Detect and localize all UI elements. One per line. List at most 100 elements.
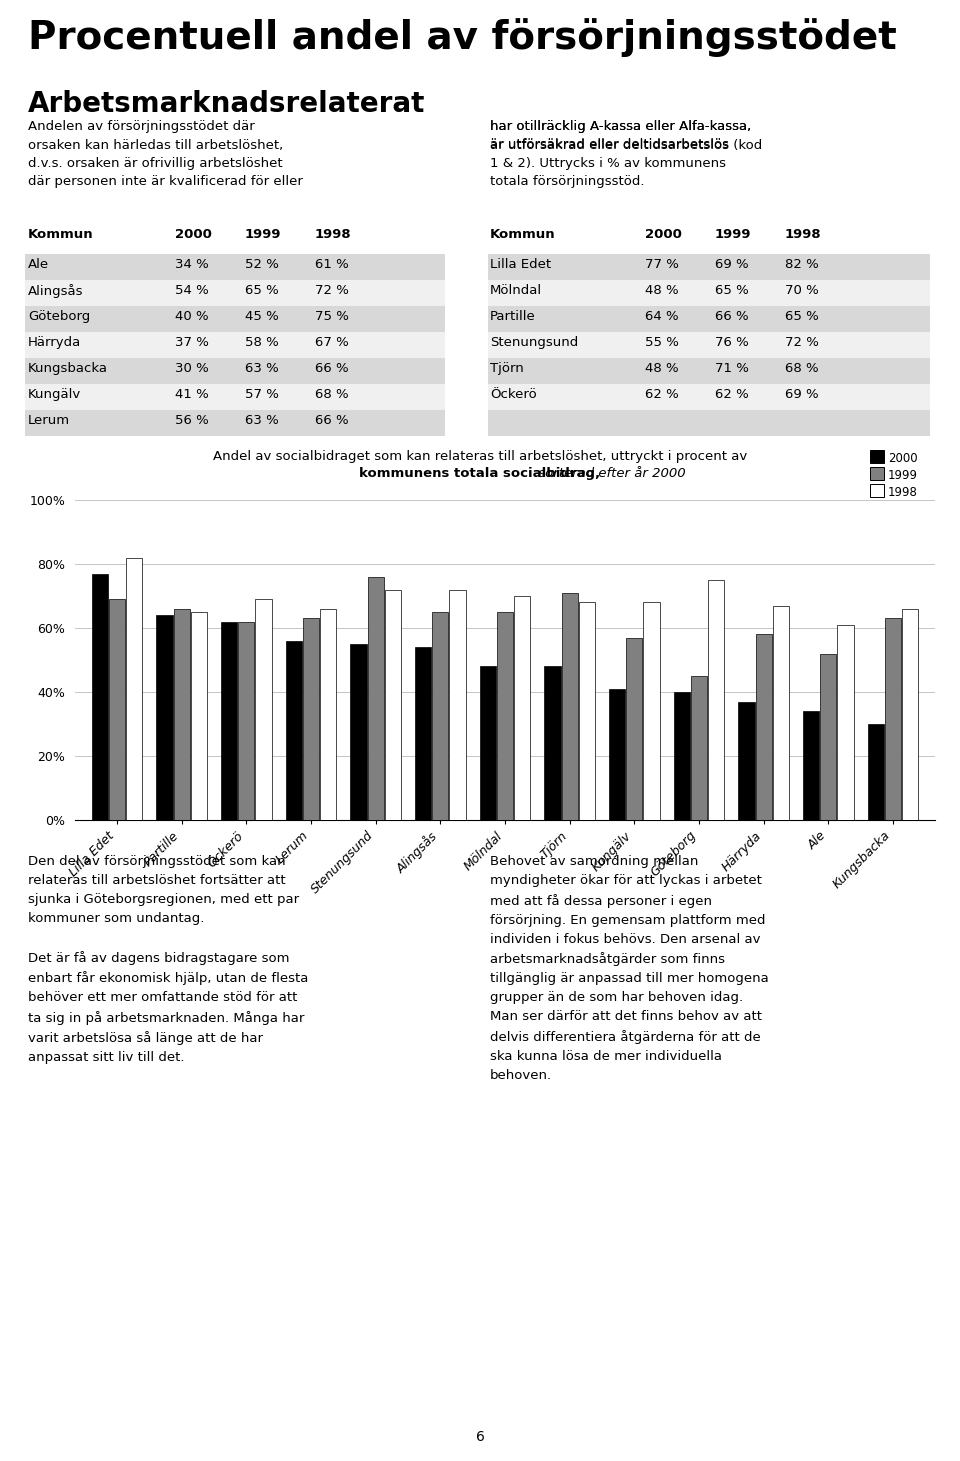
Bar	[350, 644, 367, 820]
Text: Alingsås: Alingsås	[28, 283, 84, 298]
Bar	[126, 558, 142, 820]
Text: 2000: 2000	[645, 228, 682, 241]
Text: 57 %: 57 %	[245, 389, 278, 400]
Text: Mölndal: Mölndal	[490, 283, 542, 297]
Text: 70 %: 70 %	[785, 283, 819, 297]
Bar	[255, 599, 272, 820]
Text: Lilla Edet: Lilla Edet	[490, 259, 551, 270]
Text: 69 %: 69 %	[715, 259, 749, 270]
Text: Göteborg: Göteborg	[28, 310, 90, 323]
Text: 82 %: 82 %	[785, 259, 819, 270]
Text: 30 %: 30 %	[175, 362, 208, 375]
Bar	[674, 693, 690, 820]
Bar	[514, 596, 530, 820]
Text: 76 %: 76 %	[715, 336, 749, 349]
Text: 72 %: 72 %	[315, 283, 348, 297]
Bar	[579, 602, 595, 820]
Bar	[820, 653, 836, 820]
Bar	[708, 580, 724, 820]
Text: Kommun: Kommun	[28, 228, 94, 241]
Text: 58 %: 58 %	[245, 336, 278, 349]
Text: 1999: 1999	[715, 228, 752, 241]
Text: Härryda: Härryda	[28, 336, 82, 349]
Text: 34 %: 34 %	[175, 259, 208, 270]
Text: Behovet av samordning mellan
myndigheter ökar för att lyckas i arbetet
med att f: Behovet av samordning mellan myndigheter…	[490, 855, 769, 1081]
Text: 54 %: 54 %	[175, 283, 208, 297]
Bar	[804, 712, 819, 820]
Text: 1998: 1998	[888, 487, 918, 500]
Text: 2000: 2000	[175, 228, 212, 241]
Bar	[643, 602, 660, 820]
Bar	[773, 606, 789, 820]
Bar	[544, 666, 561, 820]
Bar	[837, 625, 853, 820]
Text: 1998: 1998	[315, 228, 351, 241]
Text: Tjörn: Tjörn	[490, 362, 524, 375]
Text: Andel av socialbidraget som kan relateras till arbetslöshet, uttryckt i procent : Andel av socialbidraget som kan relatera…	[213, 450, 747, 463]
Text: 65 %: 65 %	[785, 310, 819, 323]
Text: 45 %: 45 %	[245, 310, 278, 323]
Text: kommunens totala socialbidrag,: kommunens totala socialbidrag,	[359, 468, 601, 481]
Bar	[221, 621, 237, 820]
Text: Öckerö: Öckerö	[490, 389, 537, 400]
Text: 66 %: 66 %	[315, 362, 348, 375]
Text: 63 %: 63 %	[245, 362, 278, 375]
Bar	[368, 577, 384, 820]
Bar	[174, 609, 190, 820]
Text: 48 %: 48 %	[645, 283, 679, 297]
Text: 62 %: 62 %	[645, 389, 679, 400]
Text: 72 %: 72 %	[785, 336, 819, 349]
Bar	[902, 609, 918, 820]
Text: Kungsbacka: Kungsbacka	[28, 362, 108, 375]
Bar	[108, 599, 125, 820]
Text: Lerum: Lerum	[28, 413, 70, 427]
Bar	[191, 612, 207, 820]
Bar	[562, 593, 578, 820]
Text: 77 %: 77 %	[645, 259, 679, 270]
Bar	[885, 618, 901, 820]
Bar	[286, 641, 302, 820]
Text: 62 %: 62 %	[715, 389, 749, 400]
Text: 52 %: 52 %	[245, 259, 278, 270]
Text: 65 %: 65 %	[715, 283, 749, 297]
Bar	[480, 666, 496, 820]
Bar	[156, 615, 173, 820]
Bar	[303, 618, 319, 820]
Bar	[320, 609, 336, 820]
Bar	[449, 590, 466, 820]
Bar	[385, 590, 401, 820]
Text: 68 %: 68 %	[315, 389, 348, 400]
Bar	[92, 574, 108, 820]
Text: 48 %: 48 %	[645, 362, 679, 375]
Bar	[609, 688, 625, 820]
Text: 41 %: 41 %	[175, 389, 208, 400]
Bar	[497, 612, 513, 820]
Bar	[415, 647, 431, 820]
Text: 66 %: 66 %	[315, 413, 348, 427]
Text: 66 %: 66 %	[715, 310, 749, 323]
Bar	[432, 612, 448, 820]
Text: Den del av försörjningsstödet som kan
relateras till arbetslöshet fortsätter att: Den del av försörjningsstödet som kan re…	[28, 855, 308, 1064]
Text: Ale: Ale	[28, 259, 49, 270]
Text: sorterad efter år 2000: sorterad efter år 2000	[534, 468, 685, 481]
Text: 40 %: 40 %	[175, 310, 208, 323]
Text: Procentuell andel av försörjningsstödet: Procentuell andel av försörjningsstödet	[28, 18, 897, 57]
Text: Kungälv: Kungälv	[28, 389, 82, 400]
Text: 68 %: 68 %	[785, 362, 819, 375]
Text: har otillräcklig A-kassa eller Alfa-kassa,
är utförsäkrad eller deltidsarbetslös: har otillräcklig A-kassa eller Alfa-kass…	[490, 120, 752, 152]
Text: 6: 6	[475, 1430, 485, 1443]
Text: 1999: 1999	[245, 228, 281, 241]
Text: 1999: 1999	[888, 469, 918, 482]
Text: 67 %: 67 %	[315, 336, 348, 349]
Text: 65 %: 65 %	[245, 283, 278, 297]
Text: 61 %: 61 %	[315, 259, 348, 270]
Text: 63 %: 63 %	[245, 413, 278, 427]
Text: Andelen av försörjningsstödet där
orsaken kan härledas till arbetslöshet,
d.v.s.: Andelen av försörjningsstödet där orsake…	[28, 120, 302, 188]
Text: Partille: Partille	[490, 310, 536, 323]
Text: Stenungsund: Stenungsund	[490, 336, 578, 349]
Text: 56 %: 56 %	[175, 413, 208, 427]
Bar	[238, 621, 254, 820]
Text: Kommun: Kommun	[490, 228, 556, 241]
Text: Arbetsmarknadsrelaterat: Arbetsmarknadsrelaterat	[28, 91, 425, 118]
Text: 71 %: 71 %	[715, 362, 749, 375]
